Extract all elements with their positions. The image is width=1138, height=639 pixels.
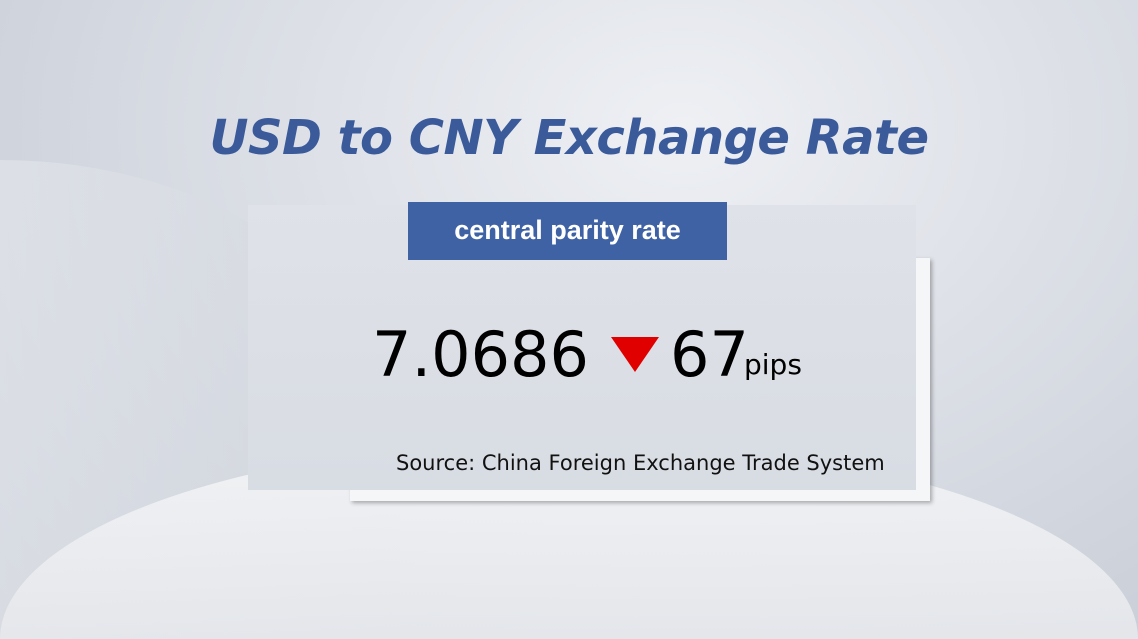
rate-value: 7.0686 xyxy=(372,318,589,391)
title: USD to CNY Exchange Rate xyxy=(209,110,929,166)
change-value: 67 xyxy=(670,318,749,391)
down-triangle-icon xyxy=(611,337,659,372)
source-text: Source: China Foreign Exchange Trade Sys… xyxy=(396,451,885,475)
rate-type-badge: central parity rate xyxy=(408,202,727,260)
change-unit: pips xyxy=(744,348,802,381)
